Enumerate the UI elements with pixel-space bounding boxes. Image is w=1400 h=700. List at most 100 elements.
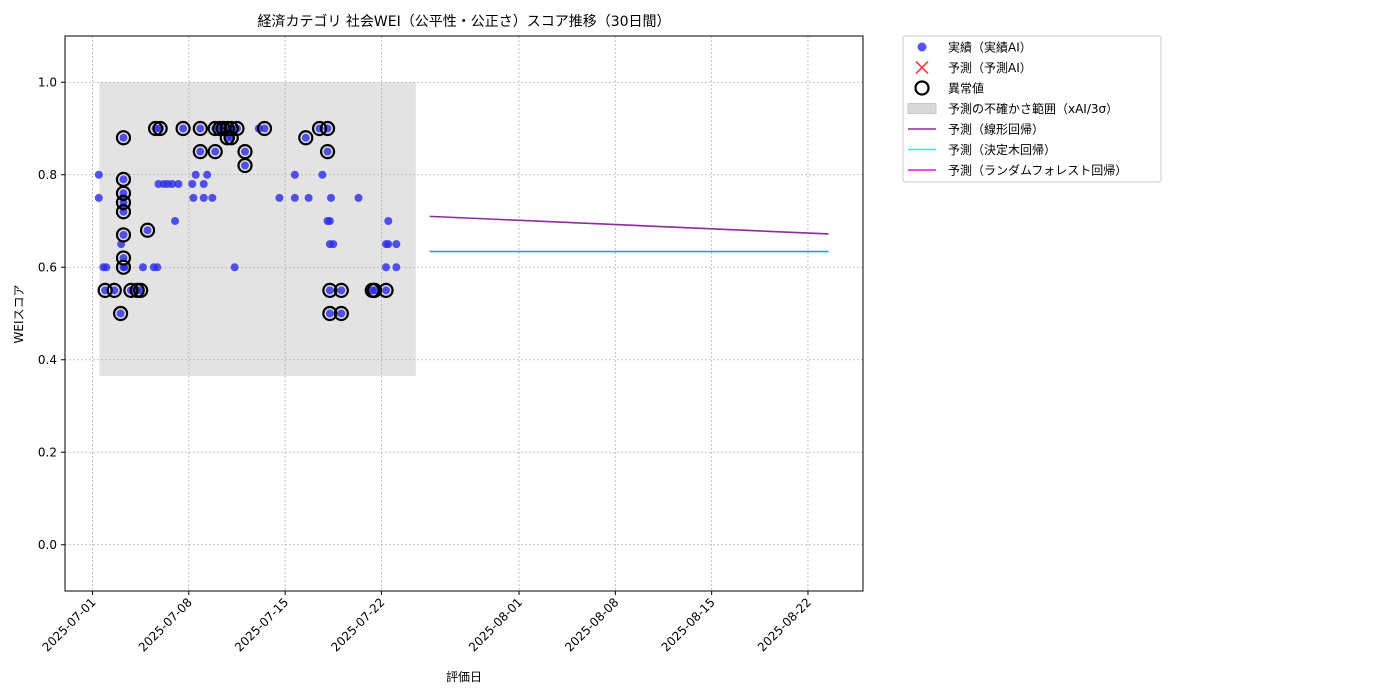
- actual-point: [290, 193, 299, 202]
- anomaly-ring: [192, 120, 208, 137]
- actual-point: [392, 240, 401, 249]
- anomaly-ring: [237, 157, 253, 174]
- actual-point: [171, 217, 180, 225]
- chart-title: 経済カテゴリ 社会WEI（公平性・公正さ）スコア推移（30日間）: [257, 13, 670, 30]
- legend-label-tree: 予測（決定木回帰）: [948, 142, 1056, 157]
- plot-area: [64, 35, 864, 592]
- legend-label-linear: 予測（線形回帰）: [948, 122, 1044, 137]
- legend-label-forest: 予測（ランダムフォレスト回帰）: [948, 163, 1127, 178]
- grid-layer: [65, 36, 863, 591]
- actual-point: [382, 263, 391, 272]
- x-tick-label: 2025-07-15: [232, 595, 291, 654]
- x-tick-label: 2025-07-08: [136, 595, 195, 654]
- actual-point: [174, 180, 183, 188]
- forecast-linear-line: [429, 215, 829, 235]
- actual-point: [153, 263, 162, 272]
- anomaly-ring: [298, 130, 314, 146]
- legend-label-predicted: 予測（予測AI）: [948, 61, 1032, 75]
- legend-label-band: 予測の不確かさ範囲（xAI/3σ）: [948, 101, 1118, 116]
- actual-point: [189, 193, 198, 202]
- actual-point: [230, 263, 239, 272]
- anomaly-ring: [219, 120, 235, 137]
- actual-point: [102, 263, 111, 272]
- actual-point: [138, 263, 147, 272]
- actual-point: [327, 193, 335, 202]
- actual-point: [119, 175, 128, 184]
- actual-point: [94, 193, 103, 202]
- actual-point: [94, 170, 103, 179]
- anomaly-ring: [115, 130, 132, 146]
- actual-point: [208, 193, 217, 202]
- anomaly-ring: [123, 282, 139, 298]
- anomaly-ring: [115, 185, 132, 201]
- anomaly-ring: [115, 204, 132, 220]
- anomaly-ring: [333, 282, 349, 298]
- y-tick-label: 0.8: [38, 168, 57, 182]
- x-axis-label: 評価日: [446, 669, 482, 684]
- anomaly-ring: [207, 144, 223, 160]
- actual-point: [179, 124, 188, 133]
- anomaly-ring: [97, 282, 113, 298]
- anomaly-ring: [115, 259, 132, 275]
- actual-point: [241, 161, 250, 170]
- actual-point: [301, 133, 310, 142]
- actual-point: [392, 263, 401, 272]
- actual-point: [119, 230, 128, 239]
- x-tick-label: 2025-07-01: [39, 595, 98, 654]
- anomaly-ring: [319, 144, 336, 160]
- x-tick-label: 2025-07-22: [328, 595, 387, 654]
- x-tick-label: 2025-08-22: [755, 595, 814, 654]
- anomaly-ring: [366, 282, 383, 298]
- x-axis: 2025-07-01 2025-07-08 2025-07-15 2025-07-22…: [39, 591, 814, 654]
- y-axis: 0.0 0.2 0.4 0.6 0.8 1.0: [38, 75, 65, 552]
- actual-point: [384, 217, 393, 225]
- actual-point: [199, 180, 208, 188]
- anomaly-ring: [192, 144, 208, 160]
- actual-point: [143, 226, 152, 235]
- actual-point: [337, 286, 346, 295]
- anomaly-ring: [322, 282, 338, 298]
- y-tick-label: 0.0: [38, 538, 57, 552]
- actual-point: [196, 124, 205, 133]
- actual-point: [260, 124, 269, 133]
- x-tick-label: 2025-08-01: [466, 595, 525, 654]
- anomaly-ring: [322, 305, 338, 322]
- anomaly-ring: [106, 282, 122, 298]
- actual-point: [188, 180, 197, 188]
- actual-point: [168, 180, 177, 188]
- anomaly-ring: [219, 130, 235, 146]
- x-tick-label: 2025-08-15: [659, 595, 718, 654]
- legend-label-anomaly: 異常値: [948, 81, 984, 96]
- actual-point: [191, 170, 200, 179]
- y-axis-label: WEIスコア: [12, 285, 26, 344]
- actual-point: [354, 193, 363, 202]
- actual-point: [370, 286, 379, 295]
- actual-point: [196, 147, 205, 156]
- x-tick-label: 2025-08-08: [562, 595, 621, 654]
- anomaly-ring: [223, 120, 239, 137]
- legend-actual-marker: [917, 42, 927, 52]
- legend-predicted-marker: [915, 60, 929, 75]
- actual-point: [325, 286, 334, 295]
- anomaly-ring: [311, 120, 328, 137]
- anomaly-ring: [147, 120, 164, 137]
- anomaly-ring: [319, 120, 336, 137]
- anomaly-ring: [115, 250, 132, 266]
- actual-point: [304, 193, 313, 202]
- actual-point: [290, 170, 299, 179]
- legend-box: [902, 35, 1162, 183]
- actual-point: [325, 217, 334, 225]
- anomaly-ring: [139, 222, 156, 238]
- anomaly-ring: [152, 120, 168, 137]
- anomaly-ring: [113, 305, 129, 322]
- legend-label-actual: 実績（実績AI）: [948, 40, 1032, 55]
- actual-point: [203, 170, 212, 179]
- forecast-lines-layer: [429, 215, 829, 253]
- actual-point: [241, 147, 250, 156]
- legend-anomaly-marker: [914, 80, 930, 96]
- y-tick-label: 0.6: [38, 260, 57, 274]
- actual-point: [119, 133, 128, 142]
- y-tick-label: 0.2: [38, 445, 57, 459]
- anomaly-ring: [333, 305, 349, 322]
